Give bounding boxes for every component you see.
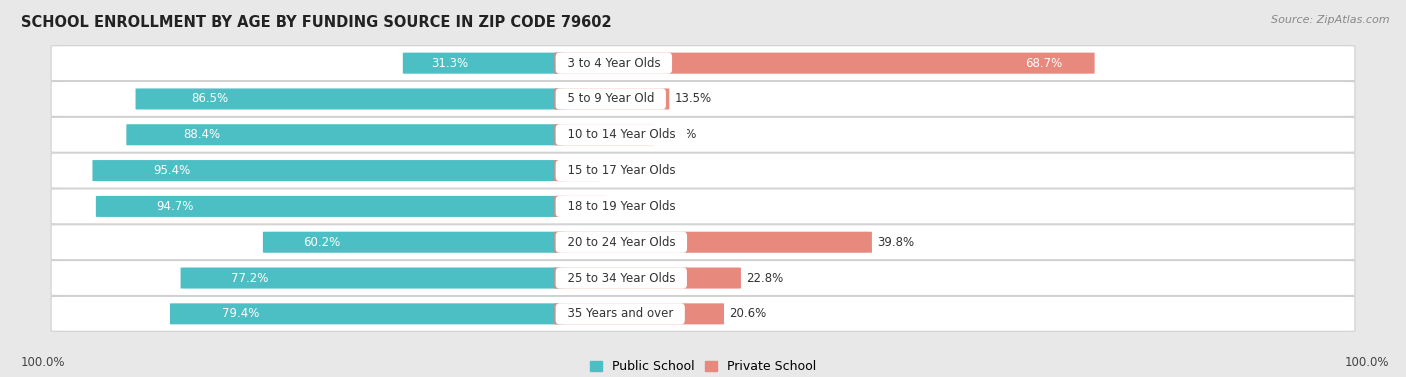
FancyBboxPatch shape <box>93 160 565 181</box>
FancyBboxPatch shape <box>127 124 565 145</box>
Text: 60.2%: 60.2% <box>304 236 340 249</box>
FancyBboxPatch shape <box>554 232 872 253</box>
Text: 11.6%: 11.6% <box>659 128 697 141</box>
Text: 5 to 9 Year Old: 5 to 9 Year Old <box>560 92 662 106</box>
FancyBboxPatch shape <box>51 46 1355 81</box>
FancyBboxPatch shape <box>402 53 565 74</box>
FancyBboxPatch shape <box>554 303 724 324</box>
FancyBboxPatch shape <box>51 153 1355 188</box>
FancyBboxPatch shape <box>180 268 565 288</box>
Text: Source: ZipAtlas.com: Source: ZipAtlas.com <box>1271 15 1389 25</box>
Text: 100.0%: 100.0% <box>21 357 66 369</box>
Text: 20.6%: 20.6% <box>730 307 766 320</box>
Text: 15 to 17 Year Olds: 15 to 17 Year Olds <box>560 164 683 177</box>
FancyBboxPatch shape <box>135 89 565 109</box>
FancyBboxPatch shape <box>51 296 1355 331</box>
Text: 100.0%: 100.0% <box>1344 357 1389 369</box>
Text: 4.6%: 4.6% <box>606 164 636 177</box>
FancyBboxPatch shape <box>51 225 1355 260</box>
FancyBboxPatch shape <box>96 196 565 217</box>
Text: 3 to 4 Year Olds: 3 to 4 Year Olds <box>560 57 668 70</box>
FancyBboxPatch shape <box>554 89 669 109</box>
Text: 79.4%: 79.4% <box>222 307 259 320</box>
Text: 39.8%: 39.8% <box>877 236 914 249</box>
FancyBboxPatch shape <box>554 53 1095 74</box>
Text: 5.3%: 5.3% <box>612 200 641 213</box>
Text: 10 to 14 Year Olds: 10 to 14 Year Olds <box>560 128 683 141</box>
FancyBboxPatch shape <box>554 160 600 181</box>
Text: 68.7%: 68.7% <box>1025 57 1063 70</box>
Text: 13.5%: 13.5% <box>675 92 711 106</box>
Legend: Public School, Private School: Public School, Private School <box>586 357 820 377</box>
FancyBboxPatch shape <box>51 189 1355 224</box>
Text: 86.5%: 86.5% <box>191 92 228 106</box>
Text: 95.4%: 95.4% <box>153 164 191 177</box>
Text: 94.7%: 94.7% <box>156 200 194 213</box>
Text: SCHOOL ENROLLMENT BY AGE BY FUNDING SOURCE IN ZIP CODE 79602: SCHOOL ENROLLMENT BY AGE BY FUNDING SOUR… <box>21 15 612 30</box>
Text: 25 to 34 Year Olds: 25 to 34 Year Olds <box>560 271 683 285</box>
Text: 35 Years and over: 35 Years and over <box>560 307 681 320</box>
FancyBboxPatch shape <box>554 124 655 145</box>
Text: 20 to 24 Year Olds: 20 to 24 Year Olds <box>560 236 683 249</box>
FancyBboxPatch shape <box>51 117 1355 152</box>
Text: 31.3%: 31.3% <box>432 57 468 70</box>
FancyBboxPatch shape <box>263 232 565 253</box>
Text: 77.2%: 77.2% <box>231 271 269 285</box>
Text: 88.4%: 88.4% <box>183 128 221 141</box>
FancyBboxPatch shape <box>170 303 565 324</box>
Text: 18 to 19 Year Olds: 18 to 19 Year Olds <box>560 200 683 213</box>
FancyBboxPatch shape <box>554 268 741 288</box>
FancyBboxPatch shape <box>51 261 1355 296</box>
Text: 22.8%: 22.8% <box>747 271 783 285</box>
FancyBboxPatch shape <box>51 81 1355 116</box>
FancyBboxPatch shape <box>554 196 606 217</box>
